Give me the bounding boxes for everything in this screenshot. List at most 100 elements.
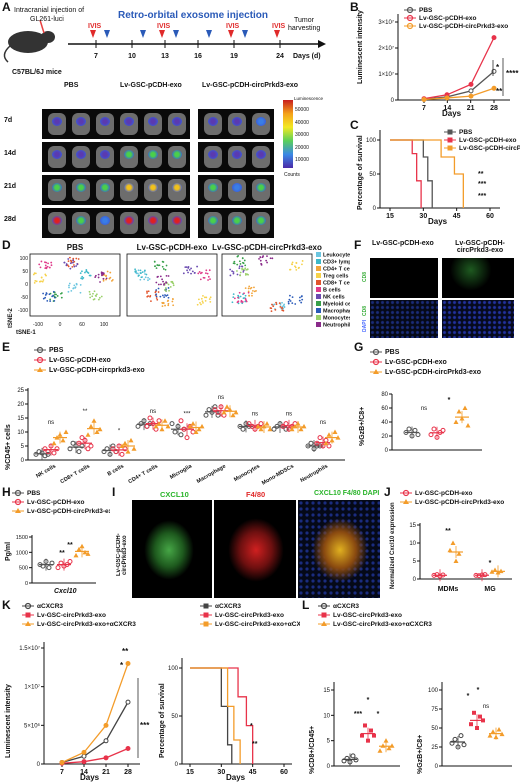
legend-label: PBS <box>419 7 433 14</box>
cd8-dapi-circ <box>442 300 514 338</box>
y-tick-label: 40 <box>381 420 388 426</box>
data-point <box>125 699 131 705</box>
y-tick-label: 500 <box>19 566 28 572</box>
y-tick-label: 5×10⁶ <box>24 722 41 729</box>
tsne-point <box>290 263 293 266</box>
tsne-point <box>93 298 96 300</box>
tsne-point <box>298 299 301 302</box>
tsne-point <box>197 298 200 301</box>
syringe-icon <box>39 19 45 34</box>
tsne-point <box>229 274 232 277</box>
y-tick-label: 5 <box>327 739 331 745</box>
tsne-point <box>233 297 236 300</box>
data-point <box>76 449 82 455</box>
legend-swatch <box>316 294 321 299</box>
svg-text:Luminescent intensity: Luminescent intensity <box>5 684 12 758</box>
x-tick-label: 60 <box>79 322 85 328</box>
exosome-injection-marker <box>173 30 179 38</box>
y-tick-label: 10 <box>323 713 330 719</box>
ivis-row-label: 28d <box>4 216 17 223</box>
data-point <box>298 426 304 432</box>
tsne-point <box>155 295 158 298</box>
data-point <box>421 96 427 102</box>
timeline-tick-label: 10 <box>128 53 136 60</box>
svg-text:****: **** <box>506 69 519 78</box>
tsne-point <box>141 271 144 274</box>
tsne-point <box>143 278 146 281</box>
scale-tick-label: 40000 <box>295 119 309 126</box>
tsne-point <box>242 271 245 273</box>
tsne-point <box>41 280 44 283</box>
tsne-point <box>167 283 170 286</box>
tsne-point <box>232 262 235 265</box>
tsne-point <box>80 277 83 280</box>
ivis-image <box>198 109 274 139</box>
tsne-point <box>93 290 96 293</box>
tsne-point <box>140 276 143 279</box>
panel-l-letter: L <box>302 598 310 612</box>
data-point <box>317 435 323 441</box>
tsne-point <box>102 272 105 275</box>
tsne-point <box>39 266 42 269</box>
svg-text:**: ** <box>59 550 65 557</box>
tsne-point <box>301 295 303 297</box>
tsne-point <box>45 267 48 270</box>
tsne-panel <box>126 253 218 317</box>
series-line <box>61 701 129 764</box>
timeline-tick-label: 13 <box>161 53 169 60</box>
tsne-point <box>281 309 284 312</box>
svg-text:Days: Days <box>442 109 462 118</box>
data-point <box>79 443 85 449</box>
data-point <box>452 736 458 742</box>
tsne-point <box>242 268 245 271</box>
tsne-point <box>94 276 97 278</box>
tsne-point <box>161 302 164 305</box>
data-point <box>178 432 184 438</box>
tsne-point <box>187 271 189 274</box>
tsne-point <box>265 259 268 262</box>
data-point <box>366 738 370 743</box>
ivis-label: IVIS <box>226 23 240 30</box>
tsne-point <box>291 261 294 264</box>
tsne-point <box>288 298 291 301</box>
tsne-point <box>156 264 159 266</box>
category-label: CD8+ T cells <box>60 464 91 486</box>
tsne-point <box>69 262 72 265</box>
svg-text:harvesting: harvesting <box>288 25 320 32</box>
tsne-point <box>266 255 268 258</box>
legend-label: Lv-GSC-circPrkd3-exo+αCXCR3 <box>215 621 300 628</box>
x-tick-label: 45 <box>249 769 257 776</box>
tsne-point <box>301 260 304 262</box>
tsne-point <box>100 271 103 274</box>
tsne-point <box>73 260 76 263</box>
luminescence-scale-bar <box>283 100 293 168</box>
tsne-point <box>297 267 300 269</box>
data-point <box>221 409 227 415</box>
ivis-image <box>42 175 118 205</box>
tsne-point <box>232 272 235 275</box>
data-point <box>453 419 459 424</box>
tsne-point <box>154 291 157 294</box>
tsne-point <box>231 270 234 273</box>
tsne-point <box>274 308 277 311</box>
data-point <box>456 409 462 414</box>
tsne-point <box>69 267 72 270</box>
category-label: Neutrophils <box>300 464 329 484</box>
data-point <box>332 429 338 434</box>
tsne-point <box>247 291 250 294</box>
data-point <box>190 421 196 426</box>
tsne-point <box>50 261 53 264</box>
data-point <box>178 418 184 424</box>
tsne-point <box>72 259 75 262</box>
tsne-point <box>240 265 243 268</box>
tsne-point <box>300 301 303 304</box>
tsne-point <box>202 294 204 297</box>
tsne-point <box>53 300 56 302</box>
tsne-point <box>34 280 37 282</box>
tsne-point <box>295 261 298 264</box>
data-point <box>431 426 437 432</box>
tsne-point <box>160 283 162 286</box>
ivis-col-pbs: PBS <box>64 82 79 89</box>
scale-tick-label: 30000 <box>295 132 309 138</box>
cd8-image-circ <box>442 258 514 298</box>
